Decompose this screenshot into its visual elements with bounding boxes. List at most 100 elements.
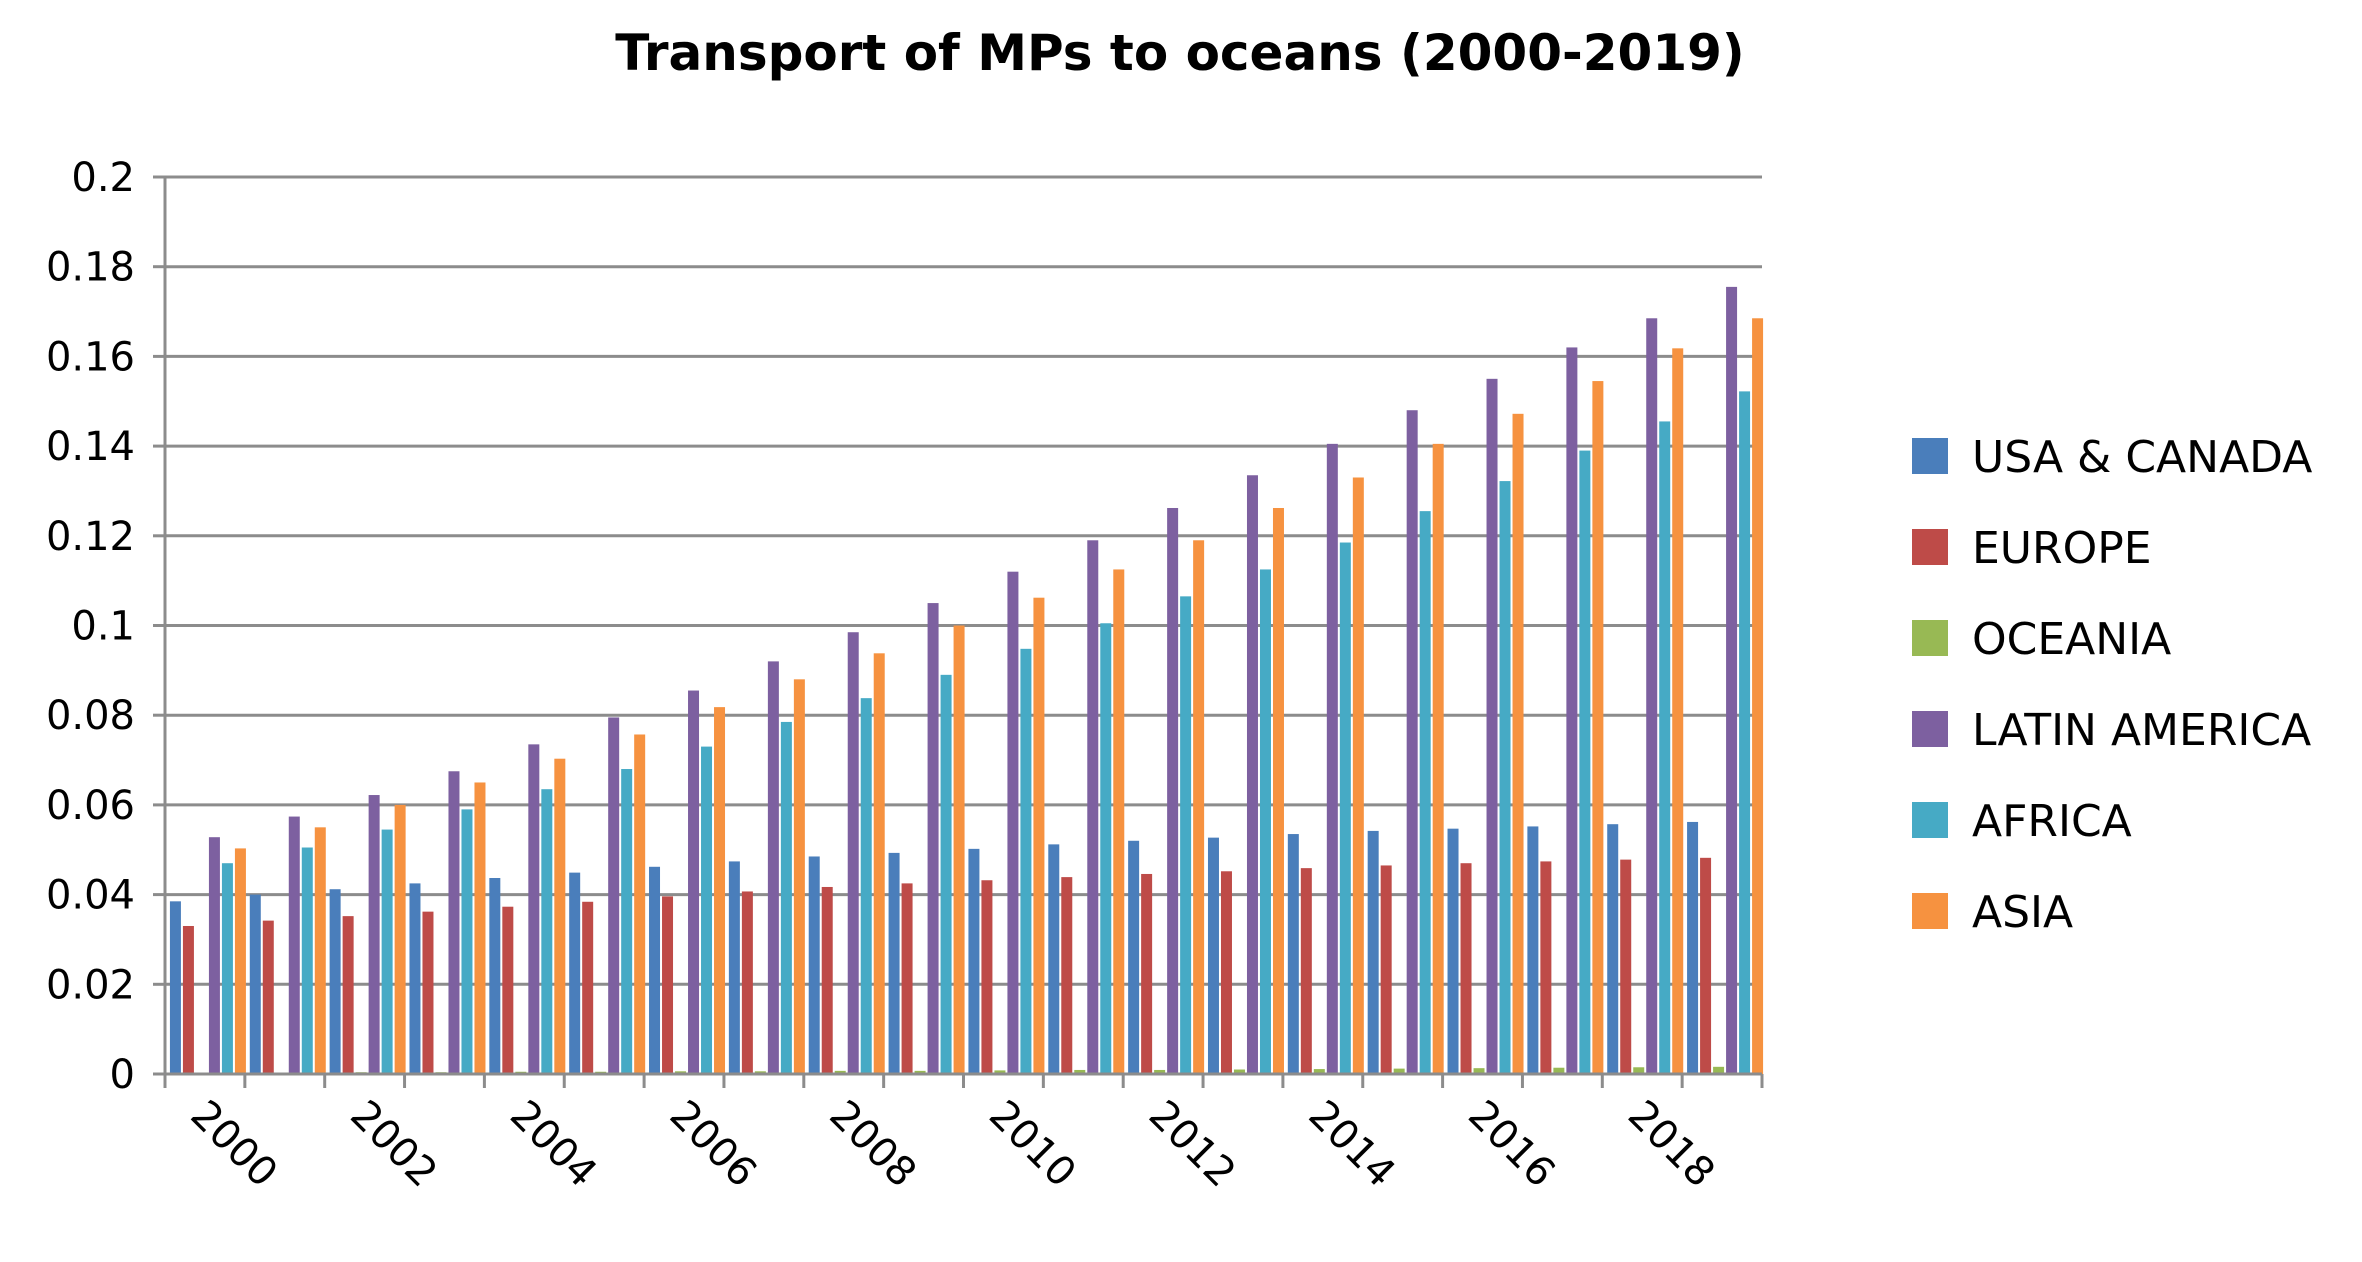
y-tick-label: 0.12 <box>46 514 135 560</box>
bar <box>1233 1069 1245 1074</box>
legend-label: AFRICA <box>1972 796 2132 847</box>
bar <box>914 1070 926 1074</box>
bar <box>1207 837 1219 1074</box>
bar <box>901 883 913 1074</box>
bar <box>221 863 233 1074</box>
bar <box>728 861 740 1074</box>
bar <box>927 603 939 1074</box>
bar <box>793 679 805 1074</box>
bar <box>474 782 486 1074</box>
bar <box>741 891 753 1074</box>
bar <box>1287 834 1299 1074</box>
bars <box>169 286 1764 1075</box>
bar <box>169 901 181 1074</box>
bar <box>701 746 713 1074</box>
bar <box>649 866 661 1074</box>
bar <box>1752 318 1764 1075</box>
bar <box>981 880 993 1074</box>
y-tick-label: 0.06 <box>46 783 135 829</box>
bar <box>1553 1067 1565 1074</box>
legend-swatch <box>1912 893 1948 929</box>
y-tick-label: 0.08 <box>46 693 135 739</box>
bar <box>1499 481 1511 1074</box>
bar <box>1259 569 1271 1074</box>
y-tick-label: 0.14 <box>46 424 135 470</box>
bar <box>940 674 952 1074</box>
bar <box>1659 421 1671 1074</box>
bar <box>968 848 980 1074</box>
y-tick-label: 0.1 <box>71 604 135 650</box>
bar <box>314 827 326 1074</box>
bar <box>1061 877 1073 1074</box>
bar <box>1128 840 1140 1074</box>
legend-swatch <box>1912 529 1948 565</box>
bar <box>1527 826 1539 1074</box>
legend-label: OCEANIA <box>1972 614 2171 665</box>
bar <box>262 920 274 1074</box>
bar <box>461 809 473 1074</box>
bar <box>1406 410 1418 1075</box>
bar <box>182 925 194 1074</box>
bar <box>1566 347 1578 1074</box>
legend-label: LATIN AMERICA <box>1972 705 2311 756</box>
x-tick-label: 2004 <box>501 1092 606 1197</box>
bar <box>1633 1067 1645 1074</box>
bar <box>1447 828 1459 1074</box>
x-tick-label: 2012 <box>1140 1092 1245 1197</box>
bar <box>582 901 594 1074</box>
bar <box>1180 596 1192 1074</box>
bar <box>1113 569 1125 1074</box>
x-tick-label: 2016 <box>1459 1092 1564 1197</box>
legend: USA & CANADA EUROPE OCEANIA LATIN AMERICA AF… <box>1912 432 2312 938</box>
bar <box>767 661 779 1074</box>
bar <box>1592 381 1604 1074</box>
bar <box>1460 863 1472 1074</box>
bar <box>662 896 674 1074</box>
bar <box>1300 868 1312 1074</box>
x-axis-ticks: 2000 2002 2004 2006 2008 2010 2012 2014 2016 2018 <box>182 1092 1724 1197</box>
y-tick-label: 0.04 <box>46 873 135 919</box>
legend-swatch <box>1912 802 1948 838</box>
legend-label: ASIA <box>1972 887 2073 938</box>
legend-swatch <box>1912 711 1948 747</box>
bar <box>1432 443 1444 1074</box>
bar <box>1540 861 1552 1074</box>
bar <box>301 847 313 1074</box>
bar <box>1419 511 1431 1074</box>
bar <box>394 804 406 1074</box>
legend-swatch <box>1912 438 1948 474</box>
bar <box>528 744 540 1074</box>
bar <box>249 894 261 1074</box>
bar <box>1352 477 1364 1074</box>
bar <box>1167 507 1179 1074</box>
bar <box>821 886 833 1074</box>
bar <box>1087 540 1099 1074</box>
bar <box>329 889 341 1074</box>
bar <box>1739 391 1751 1074</box>
bar <box>1380 865 1392 1074</box>
bar <box>994 1070 1006 1074</box>
y-axis-ticks: 0 0.02 0.04 0.06 0.08 0.1 0.12 0.14 0.16 0.18 0.2 <box>46 155 135 1098</box>
bar <box>1700 857 1712 1074</box>
bar <box>1579 450 1591 1075</box>
y-tick-label: 0 <box>110 1052 135 1098</box>
bar <box>1154 1069 1166 1074</box>
bar <box>1100 623 1112 1074</box>
axes <box>153 175 1764 1088</box>
bar <box>834 1070 846 1074</box>
bar <box>1246 475 1258 1074</box>
bar <box>1672 348 1684 1074</box>
bar <box>873 653 885 1074</box>
bar <box>1141 873 1153 1074</box>
bar <box>634 734 646 1074</box>
bar <box>489 878 501 1074</box>
bar <box>1473 1068 1485 1074</box>
x-tick-label: 2010 <box>980 1092 1085 1197</box>
bar <box>208 837 220 1074</box>
bar <box>502 906 514 1074</box>
bar <box>847 632 859 1074</box>
bar <box>1007 571 1019 1074</box>
bar <box>860 698 872 1074</box>
bar <box>1313 1069 1325 1074</box>
